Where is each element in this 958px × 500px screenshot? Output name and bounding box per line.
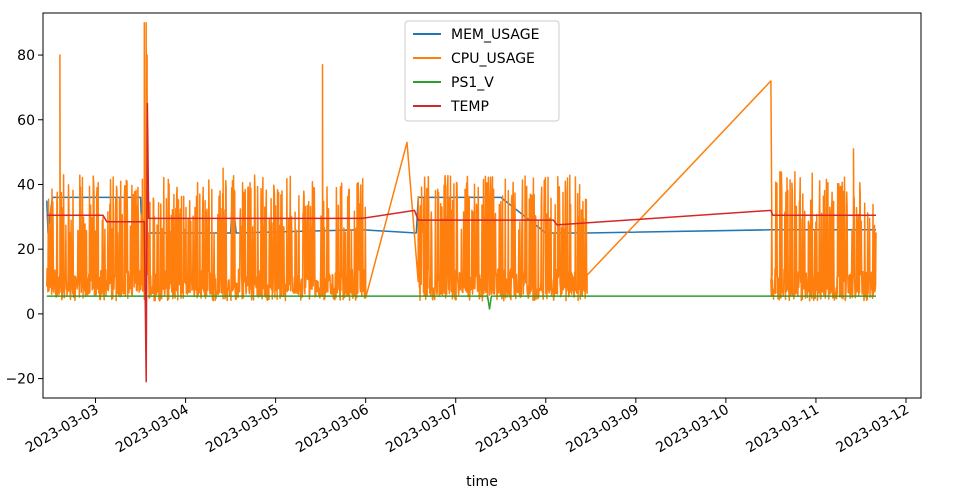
x-tick-label: 2023-03-08 bbox=[473, 402, 551, 457]
legend-entry-label: MEM_USAGE bbox=[451, 27, 539, 43]
legend-box bbox=[404, 20, 560, 122]
plot-frame bbox=[42, 12, 922, 399]
x-tick-label: 2023-03-06 bbox=[293, 402, 372, 457]
y-tick-label: 0 bbox=[26, 307, 35, 323]
y-tick-label: 60 bbox=[17, 113, 35, 129]
legend-entry-label: PS1_V bbox=[451, 75, 494, 91]
y-tick-label: 20 bbox=[17, 242, 35, 258]
series-line-temp bbox=[46, 102, 876, 383]
x-tick-label: 2023-03-07 bbox=[383, 402, 461, 457]
legend-entry-label: TEMP bbox=[450, 99, 489, 115]
x-tick-label: 2023-03-09 bbox=[563, 402, 641, 457]
legend-entry-label: CPU_USAGE bbox=[451, 51, 535, 67]
x-tick-label: 2023-03-10 bbox=[653, 402, 731, 457]
x-tick-label: 2023-03-03 bbox=[23, 402, 101, 457]
y-axis: −20 0 20 40 60 80 bbox=[5, 48, 43, 388]
x-tick-label: 2023-03-12 bbox=[834, 402, 912, 457]
series-layer bbox=[46, 21, 877, 383]
x-tick-label: 2023-03-05 bbox=[203, 402, 281, 457]
y-tick-label: 40 bbox=[17, 177, 35, 193]
x-axis: 2023-03-03 2023-03-04 2023-03-05 2023-03-06… bbox=[23, 398, 912, 456]
x-axis-label: time bbox=[466, 474, 498, 490]
y-tick-label: 80 bbox=[17, 48, 35, 64]
x-tick-label: 2023-03-04 bbox=[113, 402, 192, 457]
legend: MEM_USAGE CPU_USAGE PS1_V TEMP bbox=[404, 20, 560, 122]
series-line-cpu-usage bbox=[46, 21, 877, 302]
y-tick-label: −20 bbox=[5, 372, 35, 388]
series-line-ps1-v bbox=[46, 295, 876, 310]
x-tick-label: 2023-03-11 bbox=[743, 402, 821, 457]
